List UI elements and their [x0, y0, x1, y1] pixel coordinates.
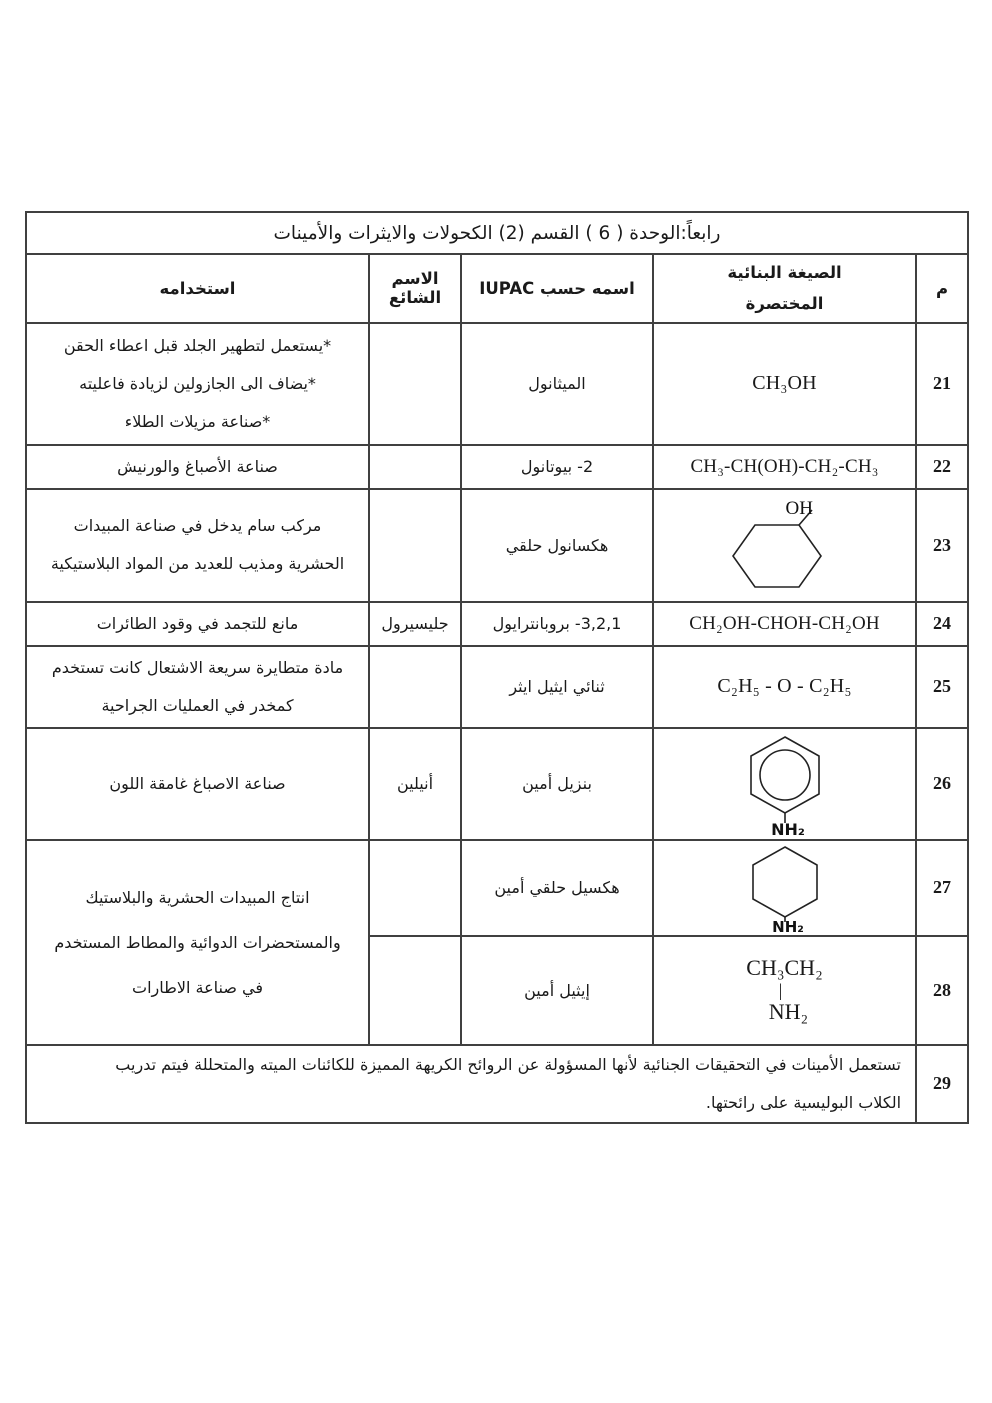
- row-number: 28: [915, 934, 970, 1046]
- bond-line: |: [778, 980, 783, 1001]
- common-name: أنيلين: [368, 726, 463, 841]
- cyclohexylamine-structure-cell: NH₂: [652, 838, 918, 937]
- amine-group: NH₂: [768, 999, 809, 1025]
- common-name: [368, 443, 463, 490]
- common-name: [368, 838, 463, 937]
- iupac-name: ثنائي ايثيل ايثر: [460, 644, 655, 729]
- table-title-row: رابعاً:الوحدة ( 6 ) القسم (2) الكحولات و…: [24, 211, 970, 255]
- table-row: 21 CH₃OH الميثانول *يستعمل لتطهير الجلد …: [24, 321, 970, 446]
- oh-label: OH: [785, 498, 813, 519]
- formula-glycerol: CH₂OH-CHOH-CH₂OH: [652, 600, 918, 647]
- amines-forensics-note: تستعمل الأمينات في التحقيقات الجنائية لأ…: [24, 1043, 918, 1124]
- uses-text: مركب سام يدخل في صناعة المبيدات الحشرية …: [24, 487, 371, 603]
- row-number: 23: [915, 487, 970, 603]
- iupac-name: 2- بيوتانول: [460, 443, 655, 490]
- hexagon-ring: [731, 524, 822, 588]
- table-row: 26 NH₂ بنزيل أمين أنيلين صناعة الاصباغ غ…: [24, 726, 970, 841]
- nh2-label: NH₂: [771, 820, 805, 837]
- formula-methanol: CH₃OH: [652, 321, 918, 446]
- common-name: [368, 487, 463, 603]
- cyclohexanol-structure-cell: OH: [652, 487, 918, 603]
- hexagon-ring: [751, 845, 818, 918]
- table-row: 28 CH₃CH₂ | NH₂ إيثيل أمين: [26, 934, 970, 1046]
- ethylamine-structure: CH₃CH₂ | NH₂: [746, 955, 823, 1024]
- header-uses: استخدامه: [24, 253, 371, 324]
- formula-butanol: CH₃-CH(OH)-CH₂-CH₃: [652, 443, 918, 490]
- row-number: 24: [915, 600, 970, 647]
- header-iupac: اسمه حسب IUPAC: [460, 253, 655, 324]
- iupac-name: بنزيل أمين: [460, 726, 655, 841]
- uses-text: صناعة الاصباغ غامقة اللون: [24, 726, 371, 841]
- aniline-diagram: NH₂: [749, 735, 820, 837]
- common-name: [368, 644, 463, 729]
- header-number: م: [915, 253, 970, 324]
- cyclohexylamine-diagram: NH₂: [751, 845, 818, 933]
- table-row: 25 C₂H₅ - O - C₂H₅ ثنائي ايثيل ايثر مادة…: [24, 644, 970, 729]
- table-row: 29 تستعمل الأمينات في التحقيقات الجنائية…: [24, 1043, 970, 1124]
- oh-bond: [797, 509, 813, 526]
- uses-text-merged: انتاج المبيدات الحشرية والبلاستيك والمست…: [24, 838, 371, 1046]
- formula-diethyl-ether: C₂H₅ - O - C₂H₅: [652, 644, 918, 729]
- iupac-name: 3,2,1- بروبانترايول: [460, 600, 655, 647]
- benzene-circle: [758, 748, 811, 801]
- common-name: [368, 934, 463, 1046]
- aniline-structure-cell: NH₂: [652, 726, 918, 841]
- uses-text: مانع للتجمد في وقود الطائرات: [24, 600, 371, 647]
- table-row: 23 OH هكسانول حلقي مركب سام يدخل في صناع…: [24, 487, 970, 603]
- table-row: 27 NH₂ هكسيل حلقي أمين انتاج المبيدات ال…: [24, 838, 970, 1046]
- table-row: 22 CH₃-CH(OH)-CH₂-CH₃ 2- بيوتانول صناعة …: [24, 443, 970, 490]
- header-common-name: الاسم الشائع: [368, 253, 463, 324]
- table-row: 24 CH₂OH-CHOH-CH₂OH 3,2,1- بروبانترايول …: [24, 600, 970, 647]
- row-number: 26: [915, 726, 970, 841]
- uses-text: صناعة الأصباغ والورنيش: [24, 443, 371, 490]
- uses-text: *يستعمل لتطهير الجلد قبل اعطاء الحقن *يض…: [24, 321, 371, 446]
- ethylamine-structure-cell: CH₃CH₂ | NH₂: [652, 934, 918, 1046]
- iupac-name: هكسانول حلقي: [460, 487, 655, 603]
- benzene-ring: [749, 735, 820, 814]
- chemistry-table-container: رابعاً:الوحدة ( 6 ) القسم (2) الكحولات و…: [24, 211, 970, 1124]
- alcohols-ethers-amines-table: رابعاً:الوحدة ( 6 ) القسم (2) الكحولات و…: [24, 211, 970, 1124]
- cyclohexanol-diagram: OH: [731, 498, 822, 588]
- row-number: 29: [915, 1043, 970, 1124]
- row-number: 21: [915, 321, 970, 446]
- nh2-label: NH₂: [772, 918, 804, 933]
- header-formula: الصيغة البنائية المختصرة: [652, 253, 918, 324]
- table-title: رابعاً:الوحدة ( 6 ) القسم (2) الكحولات و…: [24, 211, 970, 255]
- table-header-row: م الصيغة البنائية المختصرة اسمه حسب IUPA…: [24, 253, 970, 324]
- uses-text: مادة متطايرة سريعة الاشتعال كانت تستخدم …: [24, 644, 371, 729]
- iupac-name: الميثانول: [460, 321, 655, 446]
- row-number: 25: [915, 644, 970, 729]
- common-name: جليسيرول: [368, 600, 463, 647]
- row-number: 22: [915, 443, 970, 490]
- iupac-name: إيثيل أمين: [460, 934, 655, 1046]
- common-name: [368, 321, 463, 446]
- iupac-name: هكسيل حلقي أمين: [460, 838, 655, 937]
- row-number: 27: [915, 838, 970, 937]
- ethyl-group: CH₃CH₂: [746, 955, 823, 980]
